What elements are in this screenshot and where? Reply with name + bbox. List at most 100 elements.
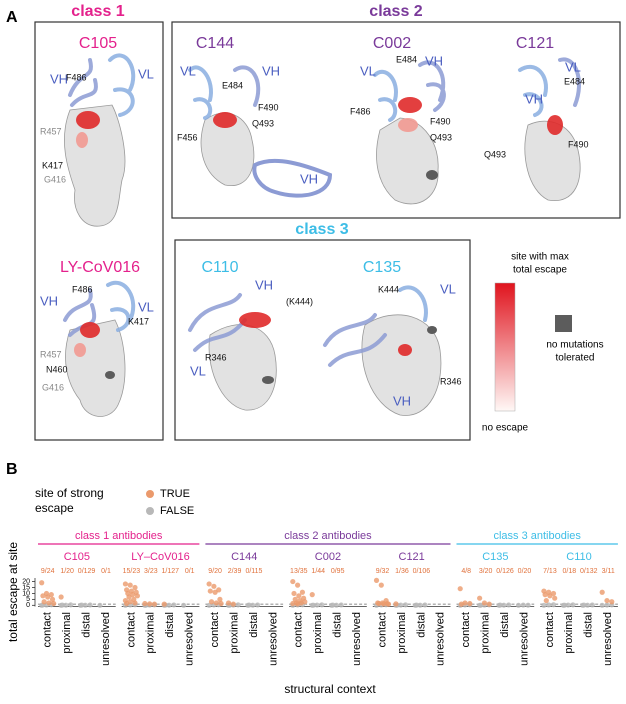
x-tick-label: contact [460, 612, 472, 647]
strong-site [547, 593, 553, 599]
strong-site [208, 599, 215, 605]
x-tick-label: distal [248, 612, 260, 638]
chain-label: VL [138, 299, 154, 314]
legend-text: total escape [513, 265, 567, 276]
residue-label: E484 [564, 76, 585, 86]
strong-site [542, 592, 548, 598]
residue-label: G416 [44, 174, 66, 184]
site [79, 602, 85, 608]
count-label: 0/132 [580, 568, 598, 575]
strong-site [378, 582, 384, 588]
y-tick-label: 10 [22, 590, 30, 597]
count-label: 0/106 [413, 568, 431, 575]
site [319, 602, 325, 608]
escape-gradient [494, 282, 516, 412]
strong-site [393, 601, 399, 607]
legend-text: tolerated [556, 353, 595, 364]
strong-site [457, 586, 463, 592]
strong-site [45, 594, 51, 600]
site [520, 602, 526, 608]
strong-site [552, 595, 558, 601]
site [68, 602, 74, 608]
chain-label: VH [525, 91, 543, 106]
panel-letter: A [6, 9, 18, 26]
antibody-name: C135 [363, 259, 401, 276]
x-tick-label: contact [42, 612, 54, 647]
x-tick-label: proximal [563, 612, 575, 654]
class-header: class 1 antibodies [75, 530, 163, 542]
strong-site [295, 582, 301, 588]
strong-site [373, 577, 380, 583]
site [589, 602, 595, 608]
strong-site [40, 593, 46, 599]
site [561, 602, 568, 608]
chain-label: VH [50, 71, 68, 86]
facet-title: C110 [566, 551, 591, 563]
strong-site [147, 601, 153, 607]
x-axis-label: structural context [284, 682, 376, 696]
strong-site [132, 584, 138, 591]
strong-site [486, 601, 492, 607]
site [581, 602, 587, 608]
chain-label: VH [255, 277, 273, 292]
residue-label: F486 [72, 284, 93, 294]
residue-label: (K444) [286, 296, 313, 306]
count-label: 2/39 [228, 568, 242, 575]
y-tick-label: 0 [26, 602, 30, 609]
count-label: 1/44 [311, 568, 325, 575]
site [515, 602, 522, 608]
residue-label: F486 [350, 106, 371, 116]
strong-site [58, 594, 64, 600]
x-tick-label: distal [499, 612, 511, 638]
residue-label: F490 [568, 139, 589, 149]
antibody-name: LY-CoV016 [60, 259, 140, 276]
site [413, 602, 420, 608]
count-label: 9/24 [41, 568, 55, 575]
count-label: 9/32 [376, 568, 390, 575]
residue-label: F486 [66, 72, 87, 82]
strong-site [46, 600, 52, 606]
no-mutation-swatch [555, 315, 572, 332]
residue-label: K444 [378, 284, 399, 294]
strong-site [481, 600, 488, 606]
strong-site [212, 589, 218, 595]
strong-site [381, 601, 387, 607]
count-label: 13/35 [290, 568, 308, 575]
residue-label: R457 [40, 349, 62, 359]
residue-label: R346 [205, 352, 227, 362]
class-box [171, 21, 621, 219]
x-tick-label: proximal [145, 612, 157, 654]
x-tick-label: unresolved [518, 612, 530, 666]
site [87, 602, 93, 608]
site [570, 602, 576, 608]
site [246, 602, 252, 608]
legend-label: FALSE [160, 505, 194, 517]
facet-title: C105 [64, 551, 90, 563]
x-tick-label: unresolved [267, 612, 279, 666]
site [330, 602, 336, 608]
class-header: class 2 antibodies [284, 530, 372, 542]
strong-site [211, 583, 217, 589]
site [235, 602, 241, 608]
facet-title: C144 [231, 551, 257, 563]
strong-site [49, 596, 56, 602]
x-tick-label: distal [164, 612, 176, 638]
structures [63, 53, 581, 417]
site [599, 602, 605, 608]
site [338, 602, 344, 608]
x-tick-label: contact [293, 612, 305, 647]
count-label: 0/115 [245, 568, 262, 575]
strong-site [132, 600, 138, 606]
x-tick-label: unresolved [100, 612, 112, 666]
class-title: class 3 [295, 221, 348, 238]
strong-site [51, 600, 57, 607]
strong-site [543, 597, 549, 604]
strong-site [299, 589, 306, 595]
strong-site [477, 595, 483, 601]
chain-label: VL [190, 363, 206, 378]
site [402, 602, 409, 608]
antibody-name: C121 [516, 35, 554, 52]
count-label: 3/11 [602, 568, 615, 575]
x-tick-label: contact [544, 612, 556, 647]
strong-site [599, 589, 605, 595]
